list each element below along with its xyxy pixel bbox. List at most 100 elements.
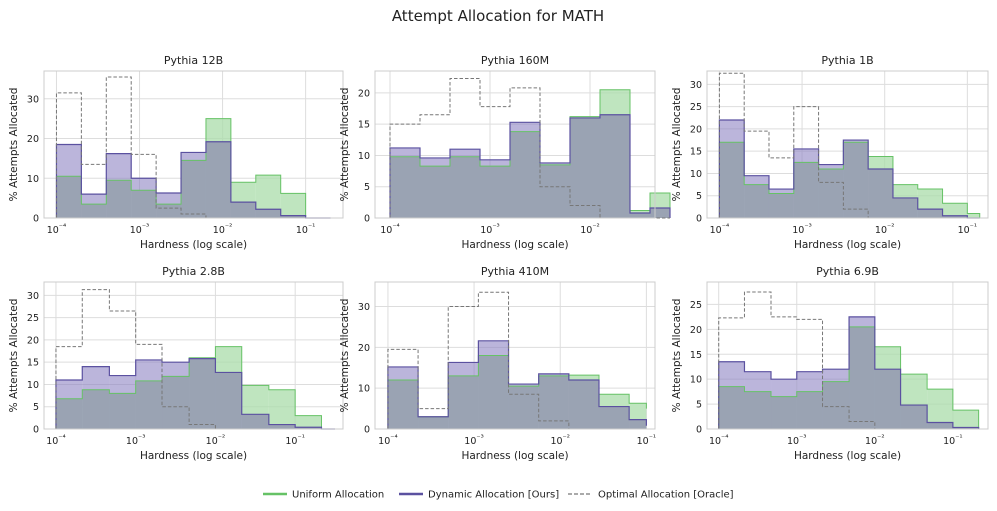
axes-frame xyxy=(374,70,656,219)
x-tick-label: 10⁻¹ xyxy=(296,222,316,236)
axes-frame xyxy=(43,70,344,219)
y-tick-label: 0 xyxy=(364,425,370,436)
uniform-bar xyxy=(942,203,968,218)
overlap-bar xyxy=(55,398,83,429)
uniform-bar xyxy=(280,193,306,218)
chart-panel-6: 0 5 10 15 20 25 10⁻⁴ 10⁻³ 10⁻² 10⁻¹ Pythia 6.9B Har… xyxy=(671,265,989,462)
overlap-bar xyxy=(849,326,875,429)
overlap-bar xyxy=(478,355,509,429)
overlap-bar xyxy=(56,176,82,218)
overlap-bar xyxy=(156,204,182,218)
overlap-bar xyxy=(255,209,281,218)
overlap-bar xyxy=(719,142,745,218)
overlap-bar xyxy=(295,427,322,429)
overlap-bar xyxy=(843,142,869,218)
x-tick-label: 10⁻³ xyxy=(480,222,500,236)
overlap-bar xyxy=(131,190,157,218)
x-axis-label: Hardness (log scale) xyxy=(794,239,901,251)
overlap-bar xyxy=(874,369,901,429)
legend-dynamic-label: Dynamic Allocation [Ours] xyxy=(428,490,559,501)
overlap-bar xyxy=(917,209,943,218)
legend-optimal-label: Optimal Allocation [Oracle] xyxy=(598,490,734,501)
overlap-bar xyxy=(109,393,136,429)
x-axis-label: Hardness (log scale) xyxy=(794,450,901,462)
overlap-bar xyxy=(82,389,110,429)
y-tick-label: 10 xyxy=(690,169,702,180)
panels: 0 10 20 30 10⁻⁴ 10⁻³ 10⁻² 10⁻¹ Pythia 12B Hardnes… xyxy=(8,54,989,462)
overlap-bar xyxy=(744,184,769,218)
x-axis-label: Hardness (log scale) xyxy=(461,239,568,251)
y-tick-label: 5 xyxy=(33,402,39,413)
legend: Uniform Allocation Dynamic Allocation [O… xyxy=(263,490,734,501)
panel-title: Pythia 160M xyxy=(481,54,549,67)
overlap-bar xyxy=(450,156,480,218)
x-axis-label: Hardness (log scale) xyxy=(461,450,568,462)
x-tick-label: 10⁻³ xyxy=(130,222,150,236)
optimal-outline xyxy=(387,291,647,430)
y-tick-label: 30 xyxy=(27,94,39,105)
axes-frame xyxy=(43,281,344,430)
chart-panel-1: 0 10 20 30 10⁻⁴ 10⁻³ 10⁻² 10⁻¹ Pythia 12B Hardnes… xyxy=(8,54,344,251)
y-tick-label: 30 xyxy=(27,291,39,302)
overlap-bar xyxy=(568,380,599,429)
overlap-bar xyxy=(241,414,269,429)
uniform-bar xyxy=(295,415,322,429)
y-tick-label: 25 xyxy=(690,300,702,311)
overlap-bar xyxy=(892,197,918,218)
panel-title: Pythia 12B xyxy=(164,54,223,67)
overlap-bar xyxy=(387,380,419,429)
x-tick-label: 10⁻⁴ xyxy=(380,222,400,236)
overlap-bar xyxy=(181,160,206,218)
axes-frame xyxy=(706,70,989,219)
x-tick-label: 10⁻² xyxy=(580,222,600,236)
y-tick-label: 30 xyxy=(690,80,702,91)
overlap-bar xyxy=(540,164,570,218)
y-tick-label: 20 xyxy=(27,134,39,145)
y-tick-label: 10 xyxy=(27,380,39,391)
y-tick-label: 15 xyxy=(690,147,702,158)
x-tick-label: 10⁻² xyxy=(865,433,885,447)
axes-frame xyxy=(374,281,656,430)
chart-panel-4: 0 5 10 15 20 25 30 10⁻⁴ 10⁻³ 10⁻² 10⁻¹ Pythia 2.8B H… xyxy=(8,265,344,462)
y-tick-label: 5 xyxy=(364,182,370,193)
x-axis-label: Hardness (log scale) xyxy=(140,450,247,462)
overlap-bar xyxy=(927,422,953,429)
dynamic-outline xyxy=(718,119,980,219)
x-tick-label: 10⁻² xyxy=(875,222,895,236)
overlap-bar xyxy=(162,376,190,429)
overlap-bar xyxy=(189,358,216,429)
y-axis-label: % Attempts Allocated xyxy=(671,299,683,413)
overlap-bar xyxy=(599,406,630,429)
y-tick-label: 25 xyxy=(690,102,702,113)
y-tick-label: 20 xyxy=(27,335,39,346)
y-tick-label: 0 xyxy=(33,425,39,436)
chart-panel-2: 0 5 10 15 20 10⁻⁴ 10⁻³ 10⁻² Pythia 160M Hardness … xyxy=(339,54,671,251)
x-tick-label: 10⁻³ xyxy=(792,222,812,236)
x-tick-label: 10⁻¹ xyxy=(285,433,305,447)
figure-title: Attempt Allocation for MATH xyxy=(392,7,604,25)
overlap-bar xyxy=(771,396,797,429)
x-tick-label: 10⁻⁴ xyxy=(709,433,729,447)
overlap-bar xyxy=(600,114,630,218)
y-axis-label: % Attempts Allocated xyxy=(671,88,683,202)
panel-title: Pythia 2.8B xyxy=(162,265,225,278)
legend-uniform-label: Uniform Allocation xyxy=(292,490,384,501)
dynamic-outline xyxy=(55,358,336,430)
overlap-bar xyxy=(768,193,794,218)
overlap-bar xyxy=(796,391,823,429)
optimal-outline xyxy=(389,78,670,219)
axes-frame xyxy=(706,281,989,430)
x-tick-label: 10⁻¹ xyxy=(637,433,657,447)
x-tick-label: 10⁻³ xyxy=(126,433,146,447)
uniform-bar xyxy=(952,410,979,429)
overlap-bar xyxy=(570,117,600,218)
overlap-bar xyxy=(268,424,296,429)
x-axis-label: Hardness (log scale) xyxy=(140,239,247,251)
x-tick-label: 10⁻¹ xyxy=(943,433,963,447)
y-tick-label: 30 xyxy=(358,302,370,313)
y-tick-label: 0 xyxy=(696,214,702,225)
y-axis-label: % Attempts Allocated xyxy=(339,88,351,202)
y-axis-label: % Attempts Allocated xyxy=(339,299,351,413)
overlap-bar xyxy=(818,169,844,218)
